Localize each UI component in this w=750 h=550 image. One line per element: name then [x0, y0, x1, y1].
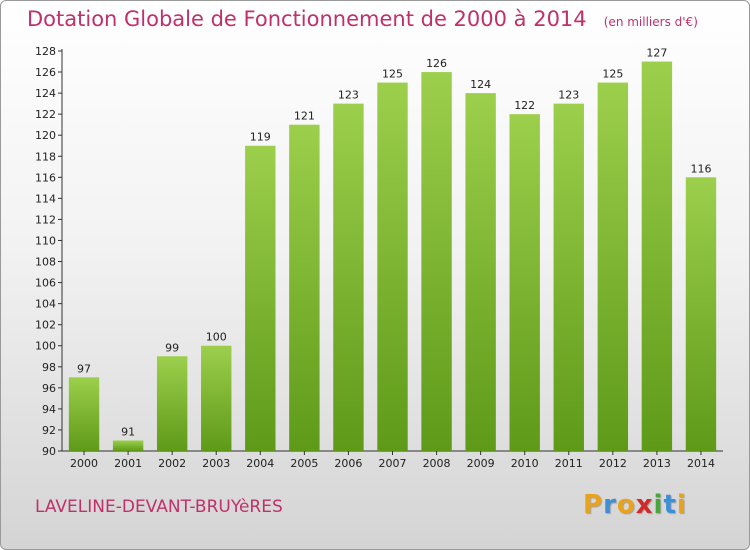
y-tick-label: 106 — [35, 277, 56, 290]
bar — [201, 345, 232, 451]
bar-value-label: 123 — [558, 89, 579, 102]
bar-value-label: 125 — [602, 68, 623, 81]
proxiti-logo: Proxiti — [583, 490, 687, 520]
x-tick-label: 2006 — [334, 457, 362, 470]
bar-value-label: 122 — [514, 99, 535, 112]
bar-value-label: 99 — [165, 341, 179, 354]
x-tick-label: 2014 — [687, 457, 715, 470]
bar-value-label: 116 — [690, 162, 711, 175]
y-tick-label: 92 — [42, 424, 56, 437]
bar — [597, 82, 629, 451]
bar — [421, 72, 452, 451]
y-tick-label: 112 — [35, 213, 56, 226]
logo-letter: x — [635, 490, 654, 520]
x-tick-label: 2001 — [114, 457, 142, 470]
x-tick-label: 2003 — [202, 457, 230, 470]
commune-name: LAVELINE-DEVANT-BRUYèRES — [35, 497, 283, 517]
bar — [377, 82, 408, 451]
logo-letter: P — [583, 490, 604, 520]
x-tick-label: 2011 — [555, 457, 583, 470]
bar — [156, 356, 188, 451]
bar — [685, 177, 717, 451]
y-tick-label: 110 — [35, 234, 56, 247]
bar — [553, 103, 584, 451]
bar-value-label: 121 — [294, 110, 315, 123]
y-tick-label: 100 — [35, 340, 56, 353]
x-tick-label: 2012 — [599, 457, 627, 470]
x-tick-label: 2007 — [379, 457, 407, 470]
bar-value-label: 119 — [250, 131, 271, 144]
x-tick-label: 2000 — [70, 457, 98, 470]
logo-letter: i — [653, 490, 664, 520]
x-tick-label: 2008 — [423, 457, 451, 470]
bar-value-label: 124 — [470, 78, 491, 91]
x-tick-label: 2002 — [158, 457, 186, 470]
x-tick-label: 2010 — [511, 457, 539, 470]
y-tick-label: 114 — [35, 192, 56, 205]
chart-title: Dotation Globale de Fonctionnement de 20… — [27, 7, 587, 31]
bar — [333, 103, 364, 451]
bar-value-label: 126 — [426, 57, 447, 70]
y-tick-label: 122 — [35, 108, 56, 121]
bar — [465, 93, 496, 452]
chart-header: Dotation Globale de Fonctionnement de 20… — [27, 7, 698, 31]
x-tick-label: 2013 — [643, 457, 671, 470]
y-tick-label: 94 — [42, 403, 56, 416]
y-tick-label: 108 — [35, 256, 56, 269]
bar-value-label: 97 — [77, 362, 91, 375]
y-tick-label: 102 — [35, 319, 56, 332]
logo-letter: o — [616, 490, 636, 520]
y-tick-label: 116 — [35, 171, 56, 184]
logo-letter: t — [663, 490, 677, 520]
chart-subtitle: (en milliers d'€) — [603, 15, 698, 29]
logo-letter: i — [676, 490, 687, 520]
bar — [245, 145, 276, 451]
bar-value-label: 125 — [382, 68, 403, 81]
y-tick-label: 124 — [35, 87, 56, 100]
bar — [289, 124, 320, 452]
y-tick-label: 120 — [35, 129, 56, 142]
x-tick-label: 2004 — [246, 457, 274, 470]
bar-value-label: 127 — [646, 47, 667, 60]
y-tick-label: 118 — [35, 150, 56, 163]
y-tick-label: 104 — [35, 298, 56, 311]
x-tick-label: 2005 — [290, 457, 318, 470]
bar — [112, 440, 144, 451]
bar — [68, 377, 100, 451]
bar-value-label: 123 — [338, 89, 359, 102]
y-tick-label: 128 — [35, 45, 56, 58]
bar — [509, 114, 540, 451]
y-tick-label: 126 — [35, 66, 56, 79]
y-tick-label: 96 — [42, 382, 56, 395]
y-tick-label: 98 — [42, 361, 56, 374]
x-tick-label: 2009 — [467, 457, 495, 470]
bar — [641, 61, 673, 452]
bar-value-label: 91 — [121, 425, 135, 438]
logo-letter: r — [603, 490, 617, 520]
bar-value-label: 100 — [206, 331, 227, 344]
y-tick-label: 90 — [42, 445, 56, 458]
